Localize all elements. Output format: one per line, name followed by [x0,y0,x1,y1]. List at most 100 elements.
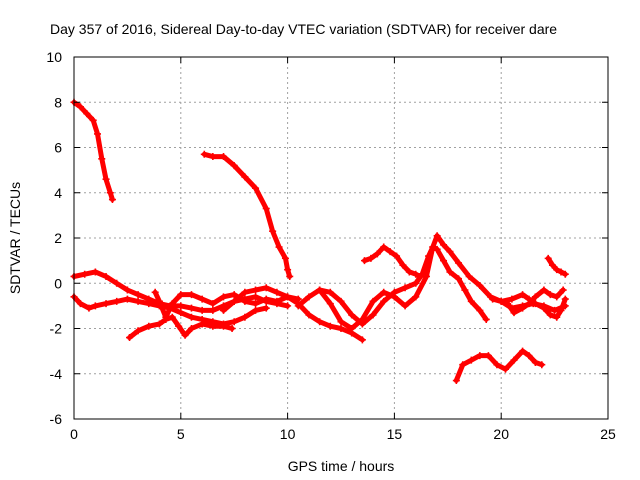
series-arc-14 [544,254,569,278]
data-point [91,268,99,276]
data-point [273,288,281,296]
data-point [337,297,345,305]
data-point [76,300,84,308]
data-point [284,266,292,274]
data-point [230,297,238,305]
data-point [230,162,238,170]
data-point [198,295,206,303]
data-point [76,103,84,111]
x-tick-label: 5 [177,426,185,442]
data-point [269,227,277,235]
data-point [134,297,142,305]
data-point [369,311,377,319]
data-point [348,325,356,332]
data-point [401,284,409,292]
data-point [155,320,163,328]
data-point [525,300,533,308]
data-point [241,297,249,305]
data-point [399,261,407,269]
data-point [467,297,475,305]
data-point [102,300,110,308]
series-arc-7 [220,284,366,344]
data-point [380,243,388,251]
data-point [454,259,462,267]
data-point [540,286,548,294]
data-point [476,282,484,290]
data-point [525,352,533,360]
y-tick-label: 2 [54,230,62,246]
data-point [461,286,469,294]
data-point [145,300,153,308]
y-tick-label: 0 [54,275,62,291]
data-point [459,361,467,369]
data-point [145,322,153,330]
data-point [551,306,559,314]
data-point [519,291,527,299]
data-point [198,306,206,314]
data-point [230,318,238,326]
data-point [286,272,294,280]
series-line [152,289,301,320]
data-point [508,295,516,303]
data-point [187,291,195,299]
data-point [252,306,260,314]
data-point [544,254,552,262]
series-line [317,233,568,331]
data-point [241,313,249,321]
data-point [91,302,99,310]
data-point [181,331,189,339]
data-point [405,268,413,276]
x-tick-label: 0 [70,426,78,442]
data-point [316,318,324,326]
data-point [113,297,121,305]
data-point [98,155,106,163]
series-arc-5 [126,313,236,342]
data-point [358,336,366,344]
data-point [106,189,114,197]
series-arc-1 [70,98,116,204]
data-point [209,306,217,314]
data-point [83,110,91,118]
data-point [393,252,401,260]
data-point [252,184,260,192]
y-tick-label: 8 [54,94,62,110]
data-point [367,254,375,262]
data-point [177,291,185,299]
data-point [262,205,270,213]
series-arc-12 [489,291,569,321]
y-tick-label: 4 [54,185,62,201]
data-point [546,291,554,299]
data-point [531,293,539,301]
data-point [465,272,473,280]
data-point [482,315,490,323]
x-tick-label: 10 [280,426,296,442]
data-point [557,306,565,314]
data-point [454,275,462,283]
x-tick-label: 15 [387,426,403,442]
data-point [348,311,356,319]
data-point [412,293,420,301]
data-point [360,257,368,265]
series-arc-13 [504,286,567,317]
data-point [422,272,430,280]
axis-ticks [73,56,609,420]
data-point [326,300,334,308]
data-point [561,270,569,278]
data-point [262,304,270,312]
data-point [168,300,176,308]
data-point [187,325,195,332]
data-point [380,297,388,305]
data-point [252,286,260,294]
data-point [151,288,159,296]
data-point [386,248,394,256]
data-point [220,306,228,314]
data-point [85,304,93,312]
data-point [519,347,527,355]
series-arc-11 [452,347,546,385]
x-tick-label: 25 [600,426,616,442]
series-layer [70,98,569,385]
data-point [497,297,505,305]
series-arc-2 [200,150,294,280]
series-arc-6 [151,288,302,321]
